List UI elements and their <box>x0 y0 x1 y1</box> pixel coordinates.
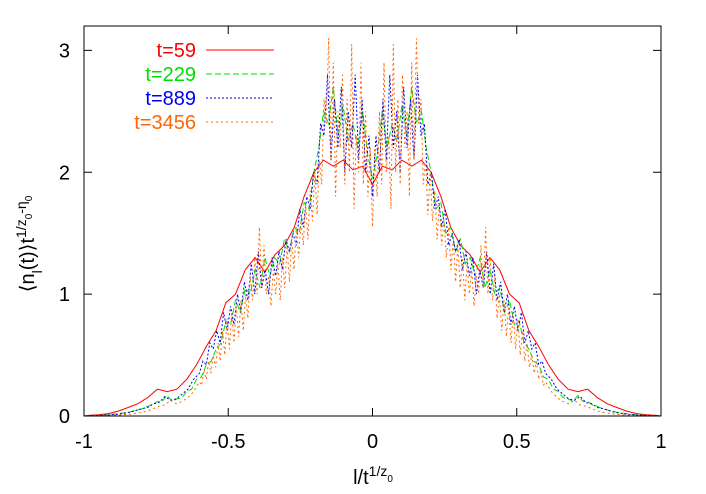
y-tick-label: 0 <box>59 406 70 428</box>
x-tick-label: 0 <box>367 431 378 453</box>
y-tick-label: 3 <box>59 40 70 62</box>
y-axis-label: ⟨nl(t)⟩t1/z0-η0 <box>13 195 45 292</box>
series-layer <box>83 38 662 417</box>
legend-label: t=229 <box>145 64 196 86</box>
y-tick-label: 1 <box>59 284 70 306</box>
ticks-layer: -1 -0.5 0 0.5 1 0 1 2 3 <box>59 26 667 453</box>
x-tick-label: 0.5 <box>503 431 531 453</box>
x-tick-label: 1 <box>655 431 666 453</box>
legend-label: t=889 <box>145 88 196 110</box>
x-axis-label: l/t1/z0 <box>353 463 393 489</box>
legend-label: t=59 <box>157 40 196 62</box>
legend-label: t=3456 <box>134 112 196 134</box>
series-line-t-59 <box>83 159 662 417</box>
y-tick-label: 2 <box>59 162 70 184</box>
x-tick-label: -0.5 <box>211 431 245 453</box>
x-tick-label: -1 <box>75 431 93 453</box>
series-line-t-889 <box>83 74 662 417</box>
series-line-t-229 <box>83 86 662 417</box>
